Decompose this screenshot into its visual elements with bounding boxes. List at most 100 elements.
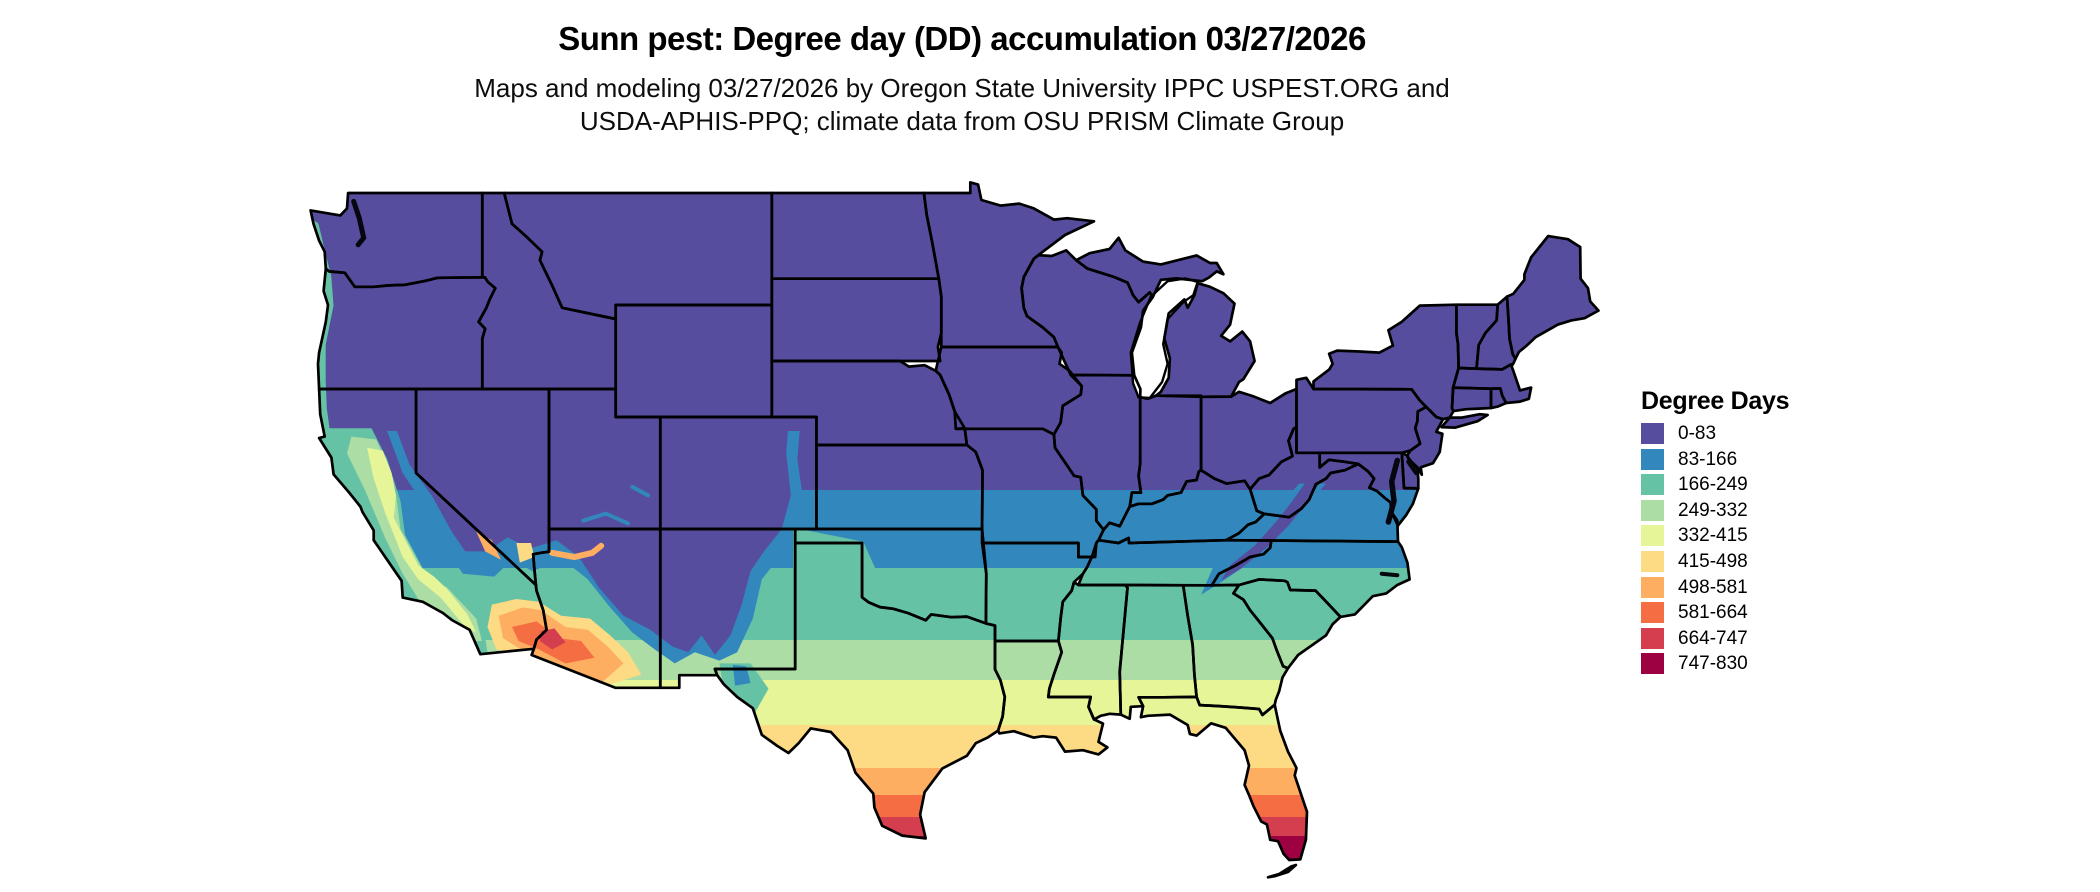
state-border-ms <box>1046 580 1129 721</box>
state-shape-ar <box>982 543 1092 641</box>
state-shape-li <box>1441 414 1488 428</box>
state-shape-ny <box>1313 304 1459 420</box>
state-shape-ct <box>1452 387 1491 412</box>
state-shape-tn <box>1078 538 1272 586</box>
climate-zone-overlay <box>539 628 566 650</box>
legend-item: 498-581 <box>1641 576 1789 598</box>
legend-swatch <box>1641 474 1664 496</box>
legend-item: 332-415 <box>1641 525 1789 547</box>
state-shape-ks <box>816 445 983 529</box>
subtitle-line-1: Maps and modeling 03/27/2026 by Oregon S… <box>474 73 1450 103</box>
state-shape-il <box>1053 375 1141 530</box>
state-shape-me <box>1507 236 1599 359</box>
state-border-up <box>1074 236 1225 304</box>
legend-item-label: 249-332 <box>1678 499 1748 521</box>
legend-swatch <box>1641 576 1664 598</box>
climate-zone-overlay <box>549 542 605 561</box>
legend-swatch <box>1641 602 1664 624</box>
state-shape-nj <box>1407 406 1443 475</box>
legend-swatch <box>1641 627 1664 649</box>
state-shape-pa <box>1296 377 1427 453</box>
state-shape-al <box>1119 585 1197 719</box>
state-shape-mt <box>504 193 772 319</box>
legend-item: 0-83 <box>1641 423 1789 444</box>
climate-zone-overlay <box>1221 483 1320 581</box>
legend-item-label: 498-581 <box>1678 576 1748 598</box>
legend-item: 166-249 <box>1641 474 1789 496</box>
legend-item: 581-664 <box>1641 602 1789 624</box>
legend-item-label: 0-83 <box>1678 423 1717 444</box>
map-borders-layer <box>309 181 1600 879</box>
state-shape-up <box>1076 237 1224 303</box>
state-shape-sd <box>771 278 942 361</box>
page-subtitle: Maps and modeling 03/27/2026 by Oregon S… <box>0 72 1924 138</box>
legend-item-label: 747-830 <box>1678 653 1748 675</box>
map-lakes-layer <box>1129 277 1199 400</box>
state-shape-or <box>318 268 496 389</box>
state-shape-wa <box>310 193 483 287</box>
climate-zone-overlay <box>793 527 878 597</box>
legend-swatch <box>1641 448 1664 470</box>
legend-title: Degree Days <box>1641 387 1790 415</box>
legend-item-label: 166-249 <box>1678 474 1748 496</box>
legend: Degree Days 0-83 83-166 166-249 249-332 332-… <box>1641 388 1789 679</box>
state-shape-sc <box>1233 579 1341 669</box>
legend-item: 664-747 <box>1641 627 1789 649</box>
state-shape-mi <box>1156 283 1255 397</box>
legend-swatch <box>1641 653 1664 675</box>
legend-item-label: 332-415 <box>1678 525 1748 547</box>
state-shape-ne <box>771 361 967 445</box>
state-shape-nc <box>1211 540 1410 617</box>
legend-swatch <box>1641 499 1664 521</box>
climate-zone-overlay <box>581 511 630 526</box>
state-shape-wv <box>1250 427 1359 518</box>
map-water-layer <box>351 198 1419 578</box>
state-border-me <box>1505 234 1600 361</box>
state-shape-ri <box>1491 388 1507 408</box>
page-title: Sunn pest: Degree day (DD) accumulation … <box>558 20 1366 57</box>
state-border-li <box>1440 412 1489 429</box>
state-shape-de <box>1401 452 1419 489</box>
map-overlay-layer <box>310 221 1326 717</box>
legend-item-label: 83-166 <box>1678 448 1738 470</box>
state-border-tx <box>713 541 1007 840</box>
state-shape-ok <box>795 529 987 624</box>
state-border-md <box>1318 451 1420 527</box>
legend-item: 83-166 <box>1641 448 1789 470</box>
climate-zone-overlay <box>367 447 477 633</box>
state-shape-wi <box>1021 250 1153 376</box>
lake-michigan <box>1129 277 1199 400</box>
chesapeake-bay <box>1385 457 1401 525</box>
climate-zone-overlay <box>393 422 791 655</box>
legend-swatch <box>1641 550 1664 572</box>
state-shape-ga <box>1183 585 1288 715</box>
state-shape-ms <box>1048 582 1128 720</box>
state-shape-tx <box>714 543 1005 839</box>
state-shape-ky <box>1098 470 1265 543</box>
state-shape-ia <box>935 347 1082 435</box>
legend-item: 747-830 <box>1641 653 1789 675</box>
state-shape-wy <box>615 305 772 417</box>
state-border-keys <box>1266 863 1298 879</box>
climate-zone-overlay <box>516 543 535 563</box>
pamlico-sound <box>1379 571 1400 578</box>
state-border-mi <box>1154 281 1256 399</box>
legend-item-label: 581-664 <box>1678 602 1748 624</box>
title-block: Sunn pest: Degree day (DD) accumulation … <box>0 0 1924 138</box>
state-shape-vt <box>1456 304 1498 369</box>
state-shape-mo <box>955 428 1104 557</box>
state-shape-id <box>478 193 616 389</box>
state-shape-in <box>1129 395 1202 507</box>
climate-zone-overlay <box>476 531 501 560</box>
climate-zone-overlay <box>719 663 769 717</box>
state-shape-fl <box>1138 697 1307 860</box>
delaware-bay <box>1406 459 1419 476</box>
legend-swatch <box>1641 423 1664 444</box>
legend-rows: 0-83 83-166 166-249 249-332 332-415 415-498 49… <box>1641 423 1789 675</box>
state-shape-ma <box>1453 364 1532 403</box>
state-shape-mn <box>923 182 1094 347</box>
legend-item-label: 664-747 <box>1678 627 1748 649</box>
